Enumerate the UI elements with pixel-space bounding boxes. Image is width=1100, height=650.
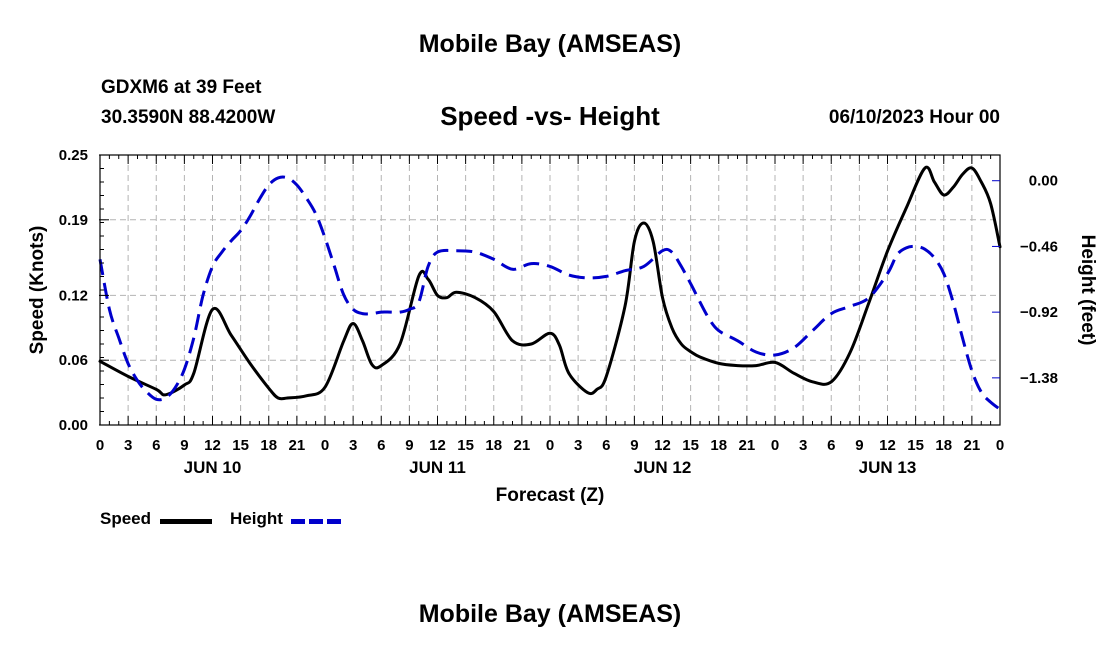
legend-height-label: Height — [230, 509, 283, 528]
station-coordinates: 30.3590N 88.4200W — [101, 107, 276, 128]
x-tick-label: 18 — [935, 437, 952, 454]
y2-axis-label: Height (feet) — [1077, 235, 1098, 346]
x-tick-label: 6 — [377, 437, 385, 454]
grid-lines — [100, 155, 1000, 425]
speed-height-chart: 0 3 6 9 12 15 18 21 0 3 6 9 12 15 18 21 0 3 6 9 12 15 18 21 0 3 6 9… — [27, 147, 1098, 506]
legend-speed-swatch — [160, 519, 212, 524]
forecast-datetime: 06/10/2023 Hour 00 — [828, 107, 1000, 128]
legend-height-swatch — [291, 519, 343, 524]
chart-title: Mobile Bay (AMSEAS) — [418, 30, 682, 58]
y-tick-label: 0.12 — [59, 287, 88, 304]
x-tick-label: 0 — [321, 437, 329, 454]
x-tick-label: 21 — [514, 437, 531, 454]
x-tick-label: 21 — [964, 437, 981, 454]
x-tick-label: 21 — [739, 437, 756, 454]
x-tick-label: 12 — [654, 437, 671, 454]
day-label: JUN 11 — [409, 458, 466, 477]
chart-subtitle: Speed -vs- Height — [440, 101, 660, 131]
y-tick-label: 0.06 — [59, 352, 88, 369]
axes — [99, 154, 1001, 426]
x-tick-label: 0 — [996, 437, 1004, 454]
y2-tick-label: −0.92 — [1020, 304, 1058, 321]
bottom-chart-title: Mobile Bay (AMSEAS) — [418, 600, 682, 628]
height-series-line — [98, 175, 1001, 411]
x-tick-label: 3 — [799, 437, 807, 454]
day-label: JUN 10 — [184, 458, 242, 477]
x-tick-label: 9 — [180, 437, 188, 454]
x-tick-label: 15 — [457, 437, 474, 454]
x-tick-label: 9 — [855, 437, 863, 454]
x-tick-label: 6 — [602, 437, 610, 454]
x-tick-label: 9 — [405, 437, 413, 454]
x-tick-label: 9 — [630, 437, 638, 454]
x-tick-label: 3 — [124, 437, 132, 454]
y-tick-label: 0.00 — [59, 417, 88, 434]
x-tick-label: 15 — [682, 437, 699, 454]
y2-tick-label: −0.46 — [1020, 238, 1058, 255]
x-tick-label: 3 — [574, 437, 582, 454]
y2-tick-label: 0.00 — [1029, 173, 1058, 190]
day-label: JUN 12 — [634, 458, 692, 477]
x-tick-label: 12 — [204, 437, 221, 454]
x-tick-label: 0 — [546, 437, 554, 454]
x-tick-label: 15 — [232, 437, 249, 454]
x-tick-label: 15 — [907, 437, 924, 454]
x-tick-label: 12 — [429, 437, 446, 454]
y-tick-label: 0.19 — [59, 212, 88, 229]
x-tick-label: 12 — [879, 437, 896, 454]
y-axis-label: Speed (Knots) — [27, 226, 48, 355]
x-tick-label: 6 — [827, 437, 835, 454]
x-tick-label: 0 — [771, 437, 779, 454]
x-tick-label: 3 — [349, 437, 357, 454]
day-label: JUN 13 — [859, 458, 917, 477]
speed-series-line — [98, 165, 1002, 401]
y-tick-label: 0.25 — [59, 147, 88, 164]
x-tick-label: 18 — [260, 437, 277, 454]
x-tick-label: 6 — [152, 437, 160, 454]
x-tick-label: 18 — [710, 437, 727, 454]
tick-labels: 0 3 6 9 12 15 18 21 0 3 6 9 12 15 18 21 0 3 6 9 12 15 18 21 0 3 6 9… — [59, 147, 1058, 477]
series-lines — [98, 165, 1002, 411]
x-tick-label: 18 — [485, 437, 502, 454]
x-tick-label: 21 — [289, 437, 306, 454]
station-label: GDXM6 at 39 Feet — [101, 77, 262, 98]
x-tick-label: 0 — [96, 437, 104, 454]
x-axis-label: Forecast (Z) — [496, 485, 605, 506]
y2-tick-label: −1.38 — [1020, 370, 1058, 387]
legend-speed-label: Speed — [100, 509, 152, 528]
